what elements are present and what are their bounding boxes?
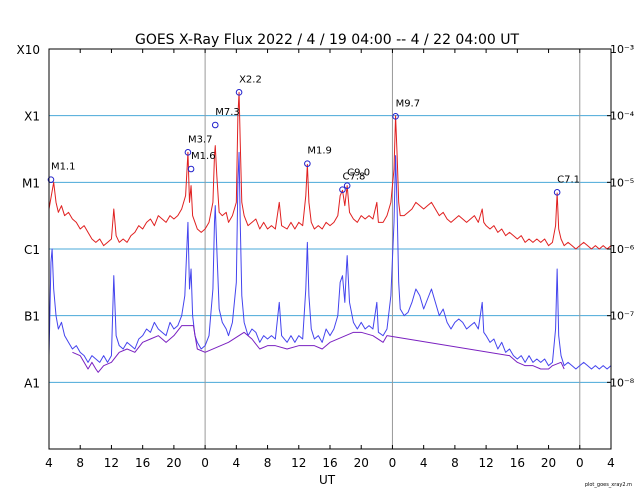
flare-marker — [553, 189, 561, 196]
right-tick-label: 10⁻⁸ — [610, 376, 635, 389]
flare-label: C9.0 — [347, 168, 370, 179]
left-tick-label: X1 — [24, 110, 40, 124]
right-tick-label: 10⁻⁴ — [610, 110, 635, 123]
x-tick-label: 0 — [576, 456, 584, 470]
x-tick-label: 20 — [541, 456, 556, 470]
left-tick-label: X10 — [17, 43, 41, 57]
flare-label: M1.9 — [307, 146, 332, 157]
x-tick-label: 4 — [607, 456, 615, 470]
x-tick-label: 12 — [478, 456, 493, 470]
flare-label: C7.8 — [342, 172, 365, 183]
left-tick-label: C1 — [24, 243, 40, 257]
flare-marker — [392, 113, 399, 120]
x-tick-label: 0 — [201, 456, 209, 470]
x-tick-label: 16 — [135, 456, 150, 470]
flare-marker — [187, 165, 195, 173]
long-flux-line — [48, 91, 612, 250]
flare-markers: M1.1 M3.7 M1.6 M7.3 X2.2 M1.9 C7.8C9.0 M9.7 C7.1 — [47, 74, 580, 196]
short_low-flux-line — [72, 325, 565, 373]
flare-label: M1.6 — [191, 151, 216, 162]
x-tick-label: 20 — [354, 456, 369, 470]
right-tick-label: 10⁻⁷ — [610, 310, 634, 323]
flare-label: X2.2 — [239, 74, 262, 85]
flare-label: M9.7 — [396, 98, 421, 109]
gridlines — [49, 49, 611, 449]
chart-title: GOES X-Ray Flux 2022 / 4 / 19 04:00 -- 4… — [135, 32, 519, 48]
x-tick-label: 20 — [166, 456, 181, 470]
x-tick-label: 8 — [264, 456, 272, 470]
flare-label: M1.1 — [51, 162, 76, 173]
right-tick-label: 10⁻⁵ — [610, 176, 634, 189]
flare-marker — [343, 182, 351, 189]
flare-label: M3.7 — [188, 134, 213, 145]
left-tick-label: M1 — [22, 176, 40, 190]
flare-label: M7.3 — [215, 107, 240, 118]
x-tick-label: 4 — [233, 456, 241, 470]
left-tick-label: A1 — [24, 376, 40, 390]
x-tick-label: 0 — [389, 456, 397, 470]
x-axis-label: UT — [319, 473, 336, 487]
flux-series — [48, 91, 612, 373]
flare-marker — [339, 186, 346, 193]
x-tick-label: 8 — [76, 456, 84, 470]
flare-marker — [235, 89, 243, 96]
left-tick-label: B1 — [24, 310, 40, 324]
flare-marker — [184, 149, 192, 156]
x-tick-label: 16 — [510, 456, 525, 470]
credit-text: plot_goes_xray2.m — [585, 482, 632, 488]
short-flux-line — [48, 151, 612, 370]
right-tick-label: 10⁻⁶ — [610, 243, 635, 256]
axes: 4 8 12 16 20 0 4 8 12 16 20 0 4 8 12 16 20 0 4 X10 X1 M1 C1 B1 A… — [17, 43, 635, 470]
flare-marker — [304, 160, 311, 167]
x-tick-label: 8 — [451, 456, 459, 470]
flare-label: C7.1 — [557, 174, 580, 185]
x-tick-label: 12 — [291, 456, 306, 470]
x-tick-label: 16 — [322, 456, 337, 470]
right-tick-label: 10⁻³ — [610, 43, 634, 56]
x-tick-label: 4 — [45, 456, 53, 470]
x-tick-label: 4 — [420, 456, 428, 470]
flare-marker — [211, 121, 219, 129]
flare-marker — [47, 176, 55, 183]
x-tick-label: 12 — [104, 456, 119, 470]
